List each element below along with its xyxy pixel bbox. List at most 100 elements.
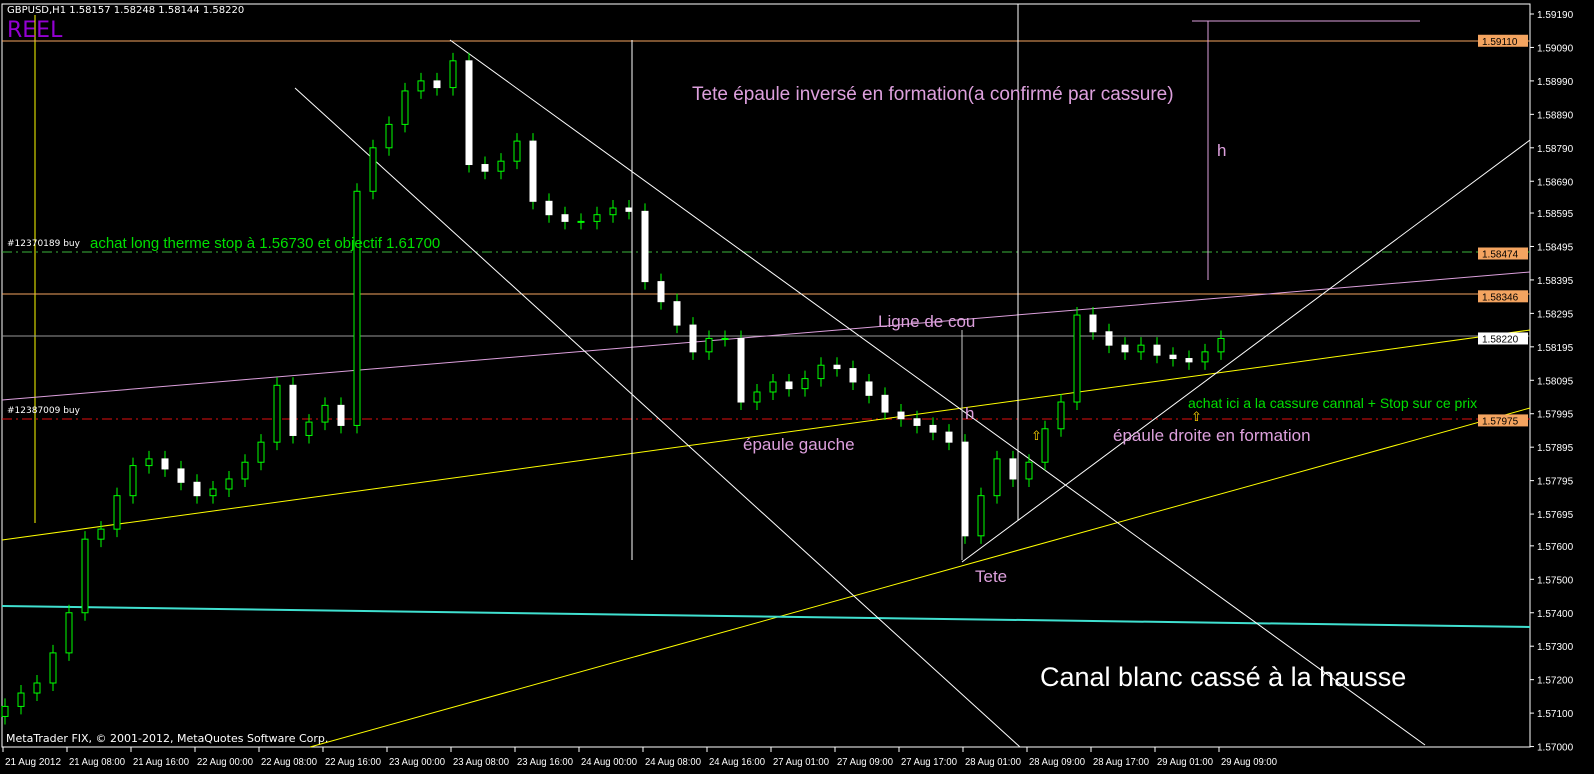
candle-body (1009, 458, 1017, 480)
price-label: 1.58220 (1482, 334, 1519, 345)
candle-body (977, 495, 985, 537)
candle-body (705, 337, 713, 353)
price-label-box (1478, 290, 1528, 303)
candle-body (1041, 428, 1049, 463)
y-tick-label: 1.57100 (1537, 709, 1574, 720)
yellow-trendline-2 (309, 407, 1531, 748)
x-tick-label: 21 Aug 08:00 (69, 757, 125, 768)
candle-body (625, 207, 633, 212)
order-label-1[interactable]: #12370189 buy (7, 239, 80, 249)
candle-body (641, 210, 649, 283)
y-tick-label: 1.58595 (1537, 209, 1574, 220)
candle-body (721, 337, 729, 340)
x-tick-label: 21 Aug 2012 (5, 757, 61, 768)
price-axis: 1.59190 1.59090 1.58990 1.58890 1.58790 1.586… (1478, 10, 1574, 754)
channel-upper (449, 39, 1426, 746)
x-tick-label: 21 Aug 16:00 (133, 757, 189, 768)
arrow-up-icon: ⇧ (1191, 410, 1202, 425)
candle-body (1201, 351, 1209, 363)
candle-body (369, 147, 377, 192)
candle-body (193, 481, 201, 497)
price-label-box (1478, 34, 1528, 47)
candle-body (1169, 354, 1177, 360)
x-tick-label: 23 Aug 16:00 (517, 757, 573, 768)
price-label-box (1478, 414, 1528, 427)
candle-body (353, 190, 361, 426)
candle-body (177, 468, 185, 483)
x-tick-label: 28 Aug 01:00 (965, 757, 1021, 768)
candle-body (49, 652, 57, 684)
y-tick-label: 1.58295 (1537, 309, 1574, 320)
mode-label: REEL (7, 18, 63, 43)
candle-body (1, 705, 9, 717)
candle-body (993, 458, 1001, 497)
candle-body (849, 368, 857, 383)
candle-body (881, 394, 889, 413)
neckline (1, 271, 1531, 401)
price-label-box (1478, 332, 1528, 345)
candle-body (945, 431, 953, 443)
candle-body (753, 391, 761, 403)
candle-body (273, 384, 281, 443)
x-tick-label: 22 Aug 00:00 (197, 757, 253, 768)
pattern-title: Tete épaule inversé en formation(a confi… (692, 84, 1174, 105)
candle-body (337, 404, 345, 426)
rising-line (961, 139, 1531, 563)
candle-body (289, 384, 297, 436)
candle-body (561, 214, 569, 222)
candle-body (65, 612, 73, 654)
y-tick-label: 1.58990 (1537, 77, 1574, 88)
x-tick-label: 22 Aug 16:00 (325, 757, 381, 768)
x-tick-label: 29 Aug 01:00 (1157, 757, 1213, 768)
candle-body (481, 164, 489, 172)
copyright: MetaTrader FIX, © 2001-2012, MetaQuotes … (6, 732, 329, 745)
candle-body (161, 458, 169, 470)
candle-body (129, 465, 137, 497)
candle-body (385, 123, 393, 149)
y-tick-label: 1.57795 (1537, 477, 1574, 488)
candles (1, 52, 1225, 725)
price-label: 1.59110 (1482, 37, 1518, 48)
x-tick-label: 28 Aug 17:00 (1093, 757, 1149, 768)
candle-body (1057, 401, 1065, 430)
candle-body (81, 538, 89, 614)
candle-body (433, 80, 441, 89)
x-tick-label: 24 Aug 00:00 (581, 757, 637, 768)
candle-body (513, 140, 521, 162)
candle-body (1025, 461, 1033, 480)
candle-body (305, 421, 313, 436)
candle-body (1153, 344, 1161, 356)
y-tick-label: 1.57200 (1537, 676, 1574, 687)
candle-body (417, 80, 425, 92)
time-axis: 21 Aug 2012 21 Aug 08:00 21 Aug 16:00 22 Au… (2, 747, 1277, 768)
y-tick-label: 1.57400 (1537, 609, 1574, 620)
x-tick-label: 27 Aug 01:00 (773, 757, 829, 768)
yellow-trendline-1 (1, 329, 1531, 541)
long-term-label: achat long therme stop à 1.56730 et obje… (90, 235, 441, 252)
price-label: 1.57975 (1482, 416, 1519, 427)
candle-body (209, 488, 217, 497)
x-tick-label: 22 Aug 08:00 (261, 757, 317, 768)
candle-body (449, 60, 457, 89)
candle-body (1185, 358, 1193, 363)
order-label-2[interactable]: #12387009 buy (7, 406, 80, 416)
x-tick-label: 24 Aug 16:00 (709, 757, 765, 768)
y-tick-label: 1.57600 (1537, 542, 1574, 553)
x-tick-label: 29 Aug 09:00 (1221, 757, 1277, 768)
candle-body (929, 424, 937, 433)
candle-body (737, 337, 745, 403)
x-tick-label: 23 Aug 08:00 (453, 757, 509, 768)
h-label-top: h (1217, 141, 1227, 160)
candle-body (401, 90, 409, 125)
y-tick-label: 1.57995 (1537, 410, 1574, 421)
right-shoulder-label: épaule droite en formation (1113, 426, 1311, 445)
symbol-info: GBPUSD,H1 1.58157 1.58248 1.58144 1.5822… (7, 5, 245, 16)
candle-body (1089, 314, 1097, 333)
x-tick-label: 27 Aug 09:00 (837, 757, 893, 768)
candle-body (1073, 314, 1081, 403)
candle-body (577, 220, 585, 223)
trendlines (1, 4, 1531, 748)
y-tick-label: 1.58495 (1537, 242, 1574, 253)
candle-body (593, 214, 601, 222)
